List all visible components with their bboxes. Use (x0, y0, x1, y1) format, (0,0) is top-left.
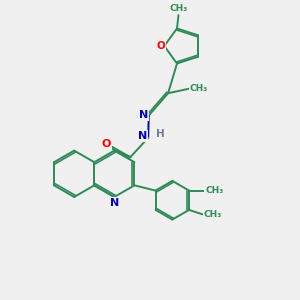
Text: H: H (156, 129, 165, 139)
Text: O: O (102, 139, 111, 149)
Text: N: N (110, 198, 119, 208)
Text: N: N (139, 110, 148, 120)
Text: CH₃: CH₃ (189, 84, 208, 93)
Text: N: N (138, 131, 147, 141)
Text: CH₃: CH₃ (205, 186, 224, 195)
Text: CH₃: CH₃ (204, 210, 222, 219)
Text: O: O (156, 41, 165, 51)
Text: CH₃: CH₃ (169, 4, 188, 13)
